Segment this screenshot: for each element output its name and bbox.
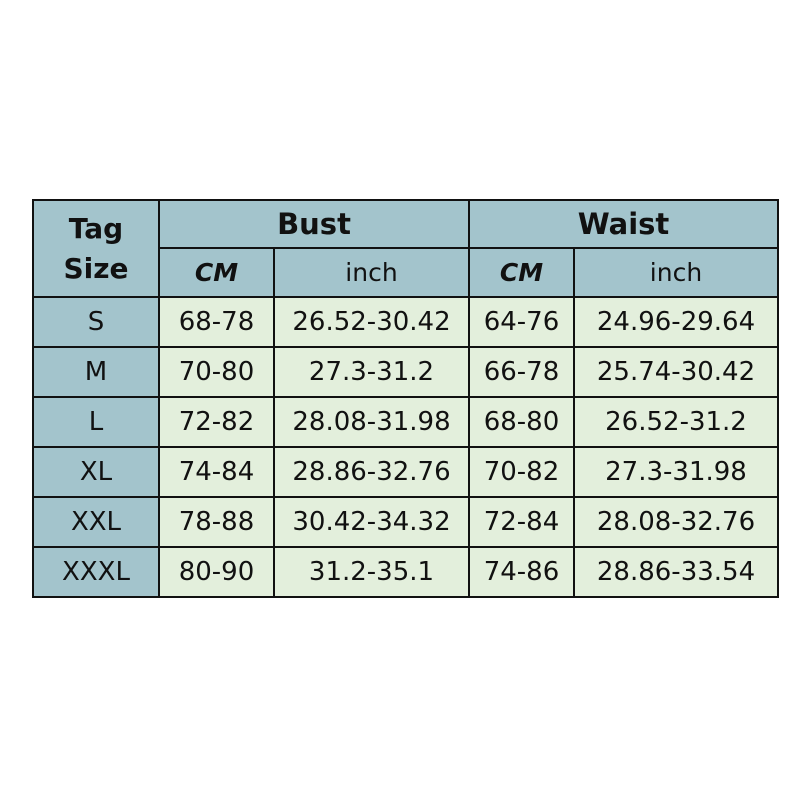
bust-cm-cell: 78-88: [158, 496, 275, 548]
waist-inch-cell: 25.74-30.42: [573, 346, 779, 398]
table-row: S 68-78 26.52-30.42 64-76 24.96-29.64: [32, 296, 779, 348]
table-row: XXXL 80-90 31.2-35.1 74-86 28.86-33.54: [32, 546, 779, 598]
waist-cm-cell: 70-82: [468, 446, 575, 498]
bust-inch-cell: 30.42-34.32: [273, 496, 470, 548]
bust-cm-header: CM: [158, 247, 275, 298]
waist-inch-header: inch: [573, 247, 779, 298]
size-cell: M: [32, 346, 160, 398]
bust-inch-header: inch: [273, 247, 470, 298]
bust-inch-cell: 26.52-30.42: [273, 296, 470, 348]
bust-cm-cell: 70-80: [158, 346, 275, 398]
table-row: XL 74-84 28.86-32.76 70-82 27.3-31.98: [32, 446, 779, 498]
waist-inch-cell: 24.96-29.64: [573, 296, 779, 348]
waist-cm-cell: 66-78: [468, 346, 575, 398]
waist-header: Waist: [468, 199, 779, 249]
waist-inch-cell: 26.52-31.2: [573, 396, 779, 448]
bust-cm-cell: 80-90: [158, 546, 275, 598]
table-row: L 72-82 28.08-31.98 68-80 26.52-31.2: [32, 396, 779, 448]
size-chart-table: Tag Size Bust Waist CM inch CM inch S 68-7…: [32, 199, 779, 598]
waist-cm-cell: 64-76: [468, 296, 575, 348]
bust-inch-cell: 28.86-32.76: [273, 446, 470, 498]
bust-cm-cell: 72-82: [158, 396, 275, 448]
size-cell: XXL: [32, 496, 160, 548]
size-cell: L: [32, 396, 160, 448]
waist-inch-cell: 28.08-32.76: [573, 496, 779, 548]
tag-size-header: Tag Size: [32, 199, 160, 298]
bust-header: Bust: [158, 199, 470, 249]
waist-inch-cell: 27.3-31.98: [573, 446, 779, 498]
bust-inch-cell: 28.08-31.98: [273, 396, 470, 448]
waist-cm-cell: 72-84: [468, 496, 575, 548]
waist-cm-cell: 74-86: [468, 546, 575, 598]
size-cell: XXXL: [32, 546, 160, 598]
table-row: M 70-80 27.3-31.2 66-78 25.74-30.42: [32, 346, 779, 398]
bust-cm-cell: 68-78: [158, 296, 275, 348]
bust-cm-cell: 74-84: [158, 446, 275, 498]
size-cell: XL: [32, 446, 160, 498]
waist-cm-header: CM: [468, 247, 575, 298]
bust-inch-cell: 31.2-35.1: [273, 546, 470, 598]
size-cell: S: [32, 296, 160, 348]
table-row: XXL 78-88 30.42-34.32 72-84 28.08-32.76: [32, 496, 779, 548]
waist-cm-cell: 68-80: [468, 396, 575, 448]
waist-inch-cell: 28.86-33.54: [573, 546, 779, 598]
bust-inch-cell: 27.3-31.2: [273, 346, 470, 398]
